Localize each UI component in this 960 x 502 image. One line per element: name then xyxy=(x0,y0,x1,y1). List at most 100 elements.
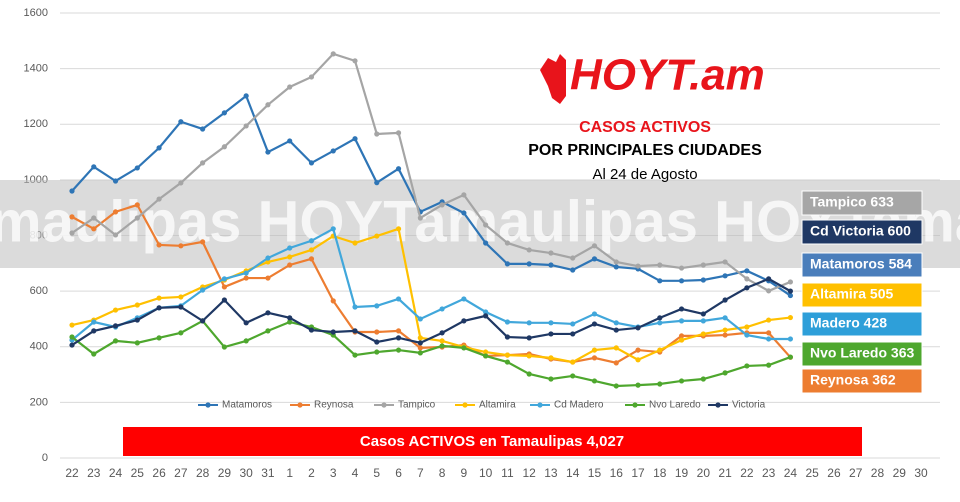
point xyxy=(417,215,423,221)
legend-marker xyxy=(632,402,638,408)
point xyxy=(134,215,140,221)
city-label-box xyxy=(801,252,923,278)
point xyxy=(200,287,206,293)
city-label-box xyxy=(801,311,923,337)
legend-label: Tampico xyxy=(398,400,436,411)
point xyxy=(69,188,75,194)
x-tick-label: 25 xyxy=(806,466,820,480)
point xyxy=(374,303,380,309)
point xyxy=(657,381,663,387)
x-tick-label: 3 xyxy=(330,466,337,480)
legend-label: Altamira xyxy=(479,400,516,411)
point xyxy=(439,338,445,344)
y-tick-label: 0 xyxy=(42,452,48,464)
x-tick-label: 9 xyxy=(461,466,468,480)
point xyxy=(678,337,685,343)
point xyxy=(526,247,532,253)
point xyxy=(591,378,598,384)
x-tick-label: 24 xyxy=(784,466,798,480)
point xyxy=(766,362,772,368)
x-tick-label: 20 xyxy=(697,466,711,480)
point xyxy=(178,294,184,300)
point xyxy=(221,144,227,150)
point xyxy=(308,238,315,244)
x-tick-label: 6 xyxy=(395,466,402,480)
point xyxy=(417,350,423,356)
x-tick-label: 27 xyxy=(174,466,188,480)
x-tick-label: 23 xyxy=(87,466,101,480)
point xyxy=(112,323,119,329)
point xyxy=(504,334,510,340)
point xyxy=(221,284,227,290)
point xyxy=(200,318,206,324)
y-tick-label: 600 xyxy=(30,285,48,297)
x-tick-label: 24 xyxy=(109,466,123,480)
point xyxy=(352,58,358,64)
point xyxy=(591,347,598,353)
point xyxy=(700,376,706,382)
point xyxy=(439,202,445,208)
point xyxy=(243,93,249,99)
point xyxy=(265,328,271,334)
point xyxy=(200,239,206,245)
point xyxy=(483,309,489,315)
x-tick-label: 14 xyxy=(566,466,580,480)
point xyxy=(591,355,598,361)
y-tick-label: 200 xyxy=(30,396,48,408)
point xyxy=(156,335,162,341)
point xyxy=(700,331,706,337)
legend-marker xyxy=(537,402,543,408)
x-tick-label: 28 xyxy=(871,466,885,480)
point xyxy=(526,261,532,267)
point xyxy=(700,262,706,268)
point xyxy=(526,335,532,341)
point xyxy=(744,332,750,338)
point xyxy=(395,226,402,232)
point xyxy=(243,123,249,129)
legend-marker xyxy=(297,402,303,408)
point xyxy=(243,320,249,326)
point xyxy=(287,254,293,260)
point xyxy=(352,240,358,246)
x-tick-label: 5 xyxy=(373,466,380,480)
point xyxy=(330,51,336,57)
point xyxy=(570,331,576,337)
point xyxy=(395,328,402,334)
city-label: Altamira 505 xyxy=(810,286,893,302)
point xyxy=(265,149,271,155)
series-line xyxy=(71,52,791,293)
city-label-box xyxy=(801,219,923,245)
point xyxy=(265,310,271,316)
city-label-box xyxy=(801,190,923,216)
point xyxy=(613,327,619,333)
point xyxy=(613,345,619,351)
city-label: Nvo Laredo 363 xyxy=(810,345,914,361)
point xyxy=(221,276,227,282)
point xyxy=(526,320,532,326)
watermark-band xyxy=(0,180,960,268)
point xyxy=(287,319,293,325)
point xyxy=(330,148,336,154)
point xyxy=(265,275,271,281)
x-tick-label: 26 xyxy=(152,466,166,480)
point xyxy=(69,342,75,348)
point xyxy=(461,192,467,198)
point xyxy=(635,347,641,353)
series-line xyxy=(71,94,792,297)
point xyxy=(700,311,706,317)
point xyxy=(744,285,750,291)
city-label-box xyxy=(801,368,923,394)
x-tick-label: 17 xyxy=(631,466,645,480)
point xyxy=(483,240,489,246)
point xyxy=(504,240,510,246)
point xyxy=(374,329,380,335)
x-tick-label: 7 xyxy=(417,466,424,480)
point xyxy=(504,359,510,365)
point xyxy=(591,311,598,317)
point xyxy=(374,339,380,345)
point xyxy=(265,259,271,265)
point xyxy=(591,256,598,262)
point xyxy=(374,349,380,355)
point xyxy=(526,353,532,359)
point xyxy=(91,226,97,232)
